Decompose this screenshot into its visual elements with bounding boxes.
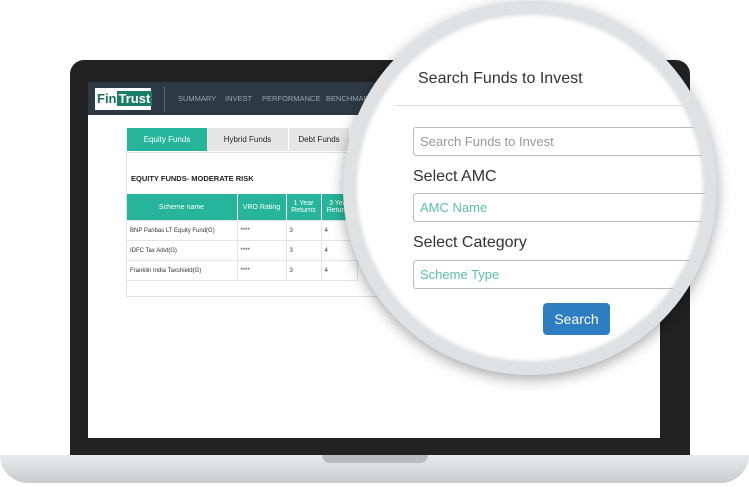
separator xyxy=(164,86,165,112)
fund-table: Scheme name VRO Rating 1 Year Returns 3 … xyxy=(126,194,358,281)
row: BNP Paribas LT Equity Fund(G) **** 3 4 xyxy=(126,220,358,241)
cell: 3 xyxy=(285,240,322,261)
cell: 4 xyxy=(320,260,358,281)
tab[interactable]: Hybrid Funds xyxy=(207,128,288,151)
logo[interactable]: Fin Trust xyxy=(95,88,153,110)
search-title: Search Funds to Invest xyxy=(418,70,583,87)
search-input[interactable]: Search Funds to Invest xyxy=(413,127,705,156)
nav-item[interactable]: INVEST xyxy=(225,94,253,103)
logo-left: Fin xyxy=(97,91,117,106)
divider xyxy=(395,105,705,106)
logo-right: Trust xyxy=(116,91,153,106)
category-select[interactable]: Scheme Type xyxy=(413,260,705,289)
tab[interactable]: Equity Funds xyxy=(127,128,207,151)
magnifier: Search Funds to Invest Search Funds to I… xyxy=(343,1,717,375)
cell: 3 xyxy=(285,260,322,281)
header-row: Scheme name VRO Rating 1 Year Returns 3 … xyxy=(126,194,358,221)
tab[interactable]: Debt Funds xyxy=(289,128,349,151)
cell: Franklin India Taxshield(G) xyxy=(126,260,238,281)
search-button[interactable]: Search xyxy=(543,303,610,335)
row: Franklin India Taxshield(G) **** 3 4 xyxy=(126,260,358,281)
header-cell: 1 Year Returns xyxy=(286,194,322,221)
amc-label: Select AMC xyxy=(413,168,497,185)
nav-item[interactable]: PERFORMANCE xyxy=(262,94,321,103)
section-title: EQUITY FUNDS- MODERATE RISK xyxy=(131,174,254,183)
cell: BNP Paribas LT Equity Fund(G) xyxy=(126,220,238,241)
laptop-notch xyxy=(322,455,428,463)
cell: **** xyxy=(236,220,287,241)
nav-item[interactable]: BENCHMARK xyxy=(326,94,374,103)
header-cell: Scheme name xyxy=(126,194,238,221)
nav-item[interactable]: SUMMARY xyxy=(178,94,217,103)
category-label: Select Category xyxy=(413,234,527,251)
cell: 3 xyxy=(285,220,322,241)
cell: **** xyxy=(236,240,287,261)
header-cell: VRO Rating xyxy=(237,194,287,221)
cell: **** xyxy=(236,260,287,281)
row: IDFC Tax Advt(G) **** 3 4 xyxy=(126,240,358,261)
cell: IDFC Tax Advt(G) xyxy=(126,240,238,261)
amc-select[interactable]: AMC Name xyxy=(413,193,705,222)
